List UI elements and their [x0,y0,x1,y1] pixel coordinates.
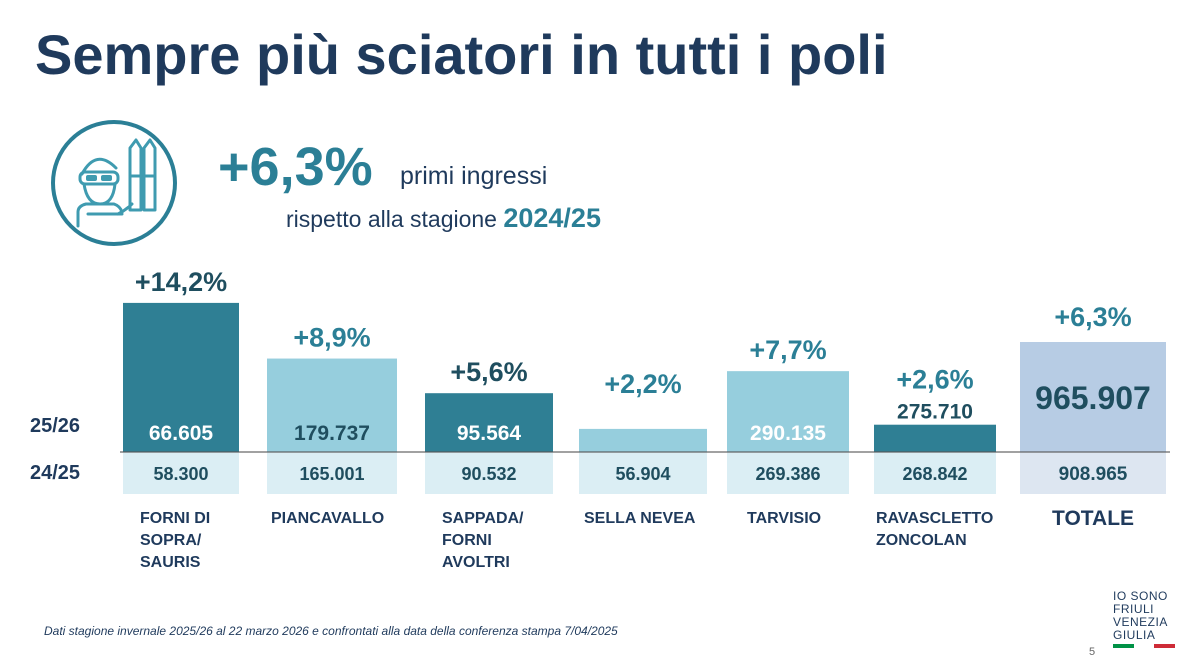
flag-green [1113,644,1134,648]
page-number: 5 [1089,646,1096,658]
category-label-2: SAPPADA/ FORNI AVOLTRI [442,510,524,571]
value-current-0: 66.605 [149,422,214,445]
change-label-0: +14,2% [135,267,227,297]
value-current-1: 179.737 [294,422,370,445]
value-current-5: 275.710 [897,401,973,424]
bar-current-6 [1020,342,1166,452]
change-label-1: +8,9% [293,323,370,353]
bar-current-4 [727,371,849,452]
value-previous-0: 58.300 [153,464,208,484]
value-previous-4: 269.386 [755,464,820,484]
value-current-3: 58.156 [611,405,675,428]
change-label-6: +6,3% [1054,302,1131,332]
value-current-2: 95.564 [457,422,522,445]
change-label-4: +7,7% [749,335,826,365]
headline-percentage: +6,3% [218,137,373,197]
flag-white [1133,644,1155,648]
headline-sub-text: rispetto alla stagione [286,206,497,232]
value-previous-5: 268.842 [902,464,967,484]
bar-previous-1 [267,452,397,494]
skier-icon [51,120,177,246]
bar-previous-4 [727,452,849,494]
bar-current-2 [425,393,553,452]
headline-text: primi ingressi [400,162,548,190]
row-label-previous: 24/25 [30,462,81,484]
headline-subtitle: rispetto alla stagione 2024/25 [286,203,601,234]
category-label-4: TARVISIO [747,510,822,527]
value-previous-2: 90.532 [461,464,516,484]
bar-current-3 [579,428,707,452]
change-label-3: +2,2% [604,369,681,399]
flag-stripe [1113,644,1176,648]
bar-previous-5 [874,452,996,494]
value-previous-6: 908.965 [1059,464,1128,485]
bar-previous-0 [123,452,239,494]
category-label-6: TOTALE [1052,507,1135,530]
bar-previous-6 [1020,452,1166,494]
footnote: Dati stagione invernale 2025/26 al 22 ma… [44,624,618,638]
headline-season: 2024/25 [503,203,601,233]
brand-logo: IO SONO FRIULI VENEZIA GIULIA [1113,590,1177,648]
logo-text: IO SONO FRIULI VENEZIA GIULIA [1113,589,1168,642]
page-title: Sempre più sciatori in tutti i poli [35,23,888,86]
change-label-2: +5,6% [450,357,527,387]
row-label-current: 25/26 [30,415,81,437]
flag-red [1154,644,1176,648]
bar-previous-3 [579,452,707,494]
bar-previous-2 [425,452,553,494]
bar-current-1 [267,358,397,452]
bar-current-0 [123,302,239,452]
value-current-6: 965.907 [1035,380,1151,416]
category-label-5: RAVASCLETTO ZONCOLAN [876,510,994,549]
category-label-3: SELLA NEVEA [584,510,696,527]
category-label-1: PIANCAVALLO [271,510,385,527]
bar-current-5 [874,424,996,452]
category-label-0: FORNI DI SOPRA/ SAURIS [140,510,211,571]
change-label-5: +2,6% [896,365,973,395]
value-previous-1: 165.001 [299,464,364,484]
value-current-4: 290.135 [750,422,826,445]
value-previous-3: 56.904 [615,464,670,484]
